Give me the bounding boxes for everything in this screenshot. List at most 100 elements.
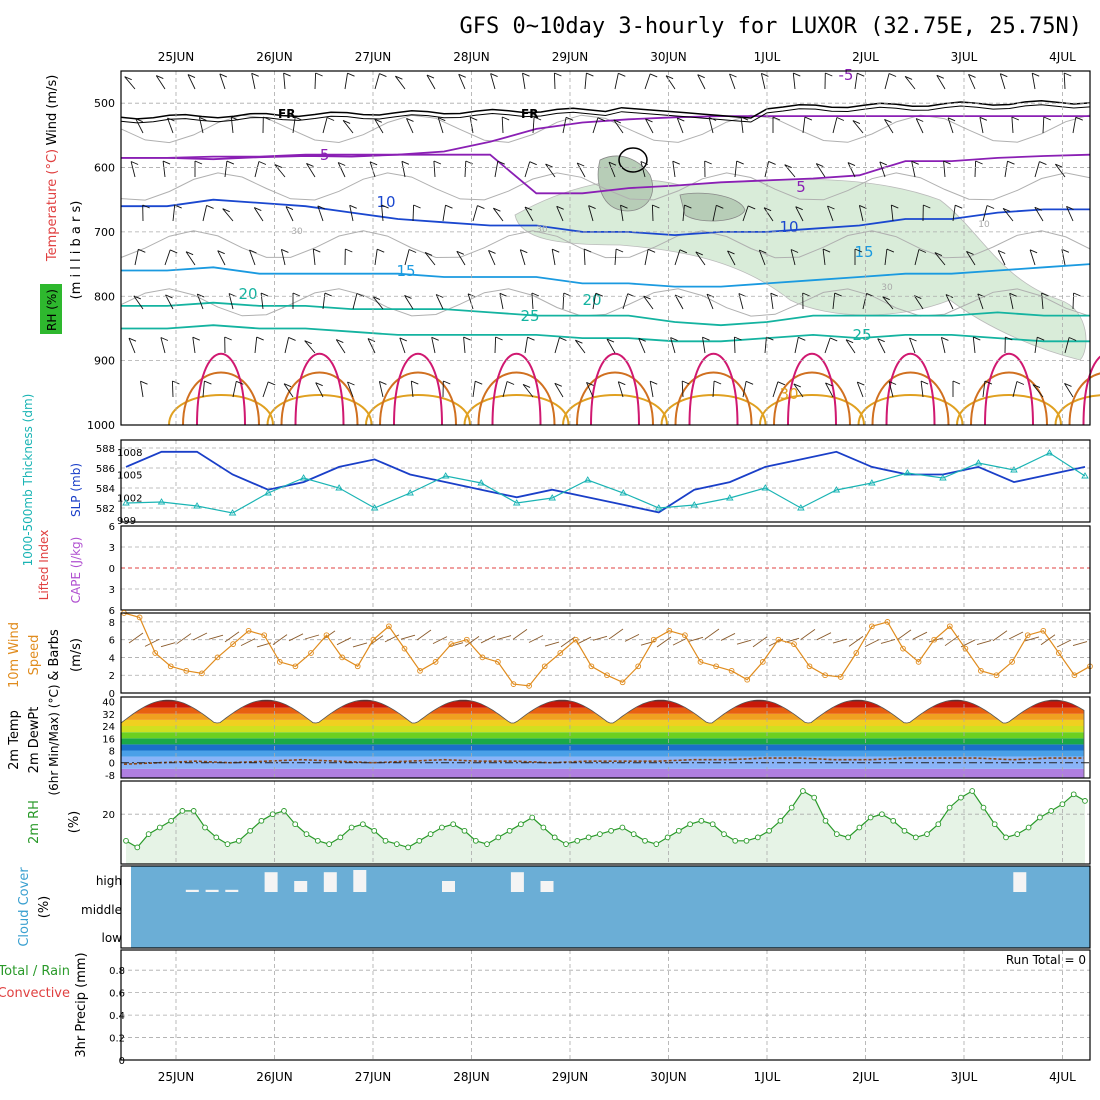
contour-label: 10 (779, 218, 798, 236)
wind-barb-10m (160, 642, 176, 648)
wind-barb (638, 338, 646, 354)
wind-barb (708, 117, 717, 121)
rh-marker (247, 827, 253, 834)
wind-barb (830, 337, 838, 342)
cloud-high-bar (294, 881, 308, 892)
rh-marker (123, 837, 129, 844)
date-label-bottom: 27JUN (355, 1070, 392, 1084)
date-label-top: 28JUN (453, 50, 490, 64)
wind-barb (614, 248, 617, 266)
wind-barb-10m (176, 633, 192, 644)
wind-speed-marker (572, 636, 579, 643)
wind-barb (202, 381, 205, 398)
wind-barb (888, 381, 897, 385)
wind-barb (947, 117, 954, 134)
wind-barb (763, 207, 772, 212)
wind-barb-10m (1072, 641, 1088, 646)
wind-barb (804, 116, 813, 121)
wind-speed-marker (619, 679, 626, 686)
wind-barb (156, 75, 164, 80)
wind-barb (968, 74, 976, 90)
wind-speed-marker (323, 632, 330, 639)
wind-speed-marker (1071, 672, 1078, 679)
date-label-bottom: 29JUN (552, 1070, 589, 1084)
thickness-tick-label: 582 (96, 504, 115, 515)
wind-barb (914, 249, 920, 266)
wind-barb (697, 74, 706, 90)
wind-speed-marker (557, 650, 564, 656)
wind-barb (766, 336, 774, 341)
wind-barb (918, 249, 927, 253)
wind-barb (968, 73, 976, 78)
wind-barb (770, 293, 774, 310)
wind-barb (702, 337, 706, 354)
wind-barb (727, 250, 736, 266)
wind-speed-marker (993, 672, 1000, 679)
temp-tick-label: 8 (109, 746, 115, 757)
wind-barb (253, 207, 264, 222)
wind-barb (424, 252, 436, 266)
cloud-high-bar (225, 889, 239, 892)
wind-barb (1029, 249, 1038, 254)
wind-barb (142, 204, 150, 209)
precip-tick-label: 0 (119, 1056, 125, 1067)
wind-barb (458, 73, 466, 78)
wind-barb (433, 160, 436, 178)
wind-barb (695, 251, 706, 266)
wind-speed-marker (417, 667, 423, 674)
wind-barb (845, 339, 856, 354)
wind-barb (256, 336, 264, 341)
wind-barb (877, 338, 886, 354)
wind-barb (206, 204, 214, 209)
wind-speed-marker (962, 645, 969, 652)
precip-panel: 0 0.2 0.4 0.6 0.8 Run Total = 0 (109, 949, 1091, 1067)
rh-marker (258, 817, 265, 824)
wind-barb (401, 161, 406, 178)
thickness-marker (1081, 472, 1089, 479)
wind-barb (347, 72, 355, 77)
wind-barb (845, 339, 854, 344)
wind-barb (684, 204, 692, 209)
wind-speed-marker (604, 672, 610, 679)
wind-barb (974, 160, 977, 178)
wind-barb-10m (128, 632, 144, 644)
wind-barb (647, 248, 656, 253)
rh-marker (732, 837, 739, 844)
wind-barb-10m (1040, 634, 1056, 646)
wind-barb-10m (944, 635, 960, 647)
wind-barb-10m (752, 636, 768, 648)
wind-barb (128, 338, 136, 354)
wind-barb (502, 381, 508, 398)
wind-barb (490, 73, 498, 78)
wind-barb (792, 73, 796, 90)
wind-barb (955, 204, 963, 209)
wind-barb (306, 162, 314, 167)
wind-barb (999, 73, 1006, 90)
wind-barb (463, 336, 471, 341)
wind-barb (324, 292, 333, 297)
wind-barb (281, 248, 289, 253)
wind-barb (1064, 382, 1072, 387)
wind-barb (716, 204, 724, 209)
thickness-marker (654, 504, 663, 511)
wind-barb (1012, 381, 1018, 398)
rh-marker (213, 834, 220, 841)
wind-barb (342, 119, 351, 124)
li-tick-label: 6 (109, 522, 115, 533)
thickness-marker (370, 504, 379, 511)
rh-marker (168, 817, 174, 824)
warm-isotherm (1068, 372, 1100, 426)
wind-barb (124, 76, 136, 90)
wind-tick-label: 2 (109, 671, 115, 682)
wind-barb (552, 248, 560, 253)
thickness-marker (974, 459, 983, 466)
wind-barb (192, 337, 196, 354)
wind-barb (1032, 384, 1041, 389)
wind-barb (347, 381, 354, 398)
wind-barb (494, 161, 499, 178)
wind-barb (1034, 207, 1044, 222)
wind-barb (638, 337, 646, 342)
thickness-slp-frame (120, 439, 1091, 523)
wind-barb (170, 249, 178, 254)
